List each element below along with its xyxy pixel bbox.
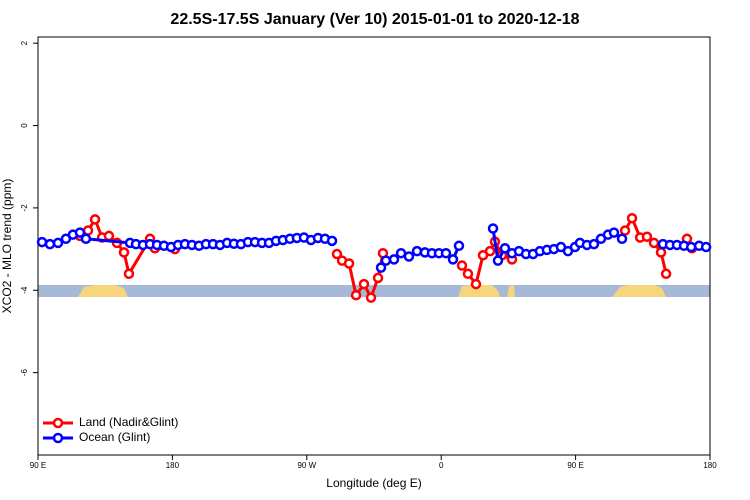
point [499, 243, 511, 254]
y-tick-label: -2 [20, 204, 29, 212]
point [440, 247, 452, 259]
point [700, 241, 712, 253]
point [487, 223, 499, 234]
y-tick-label: -6 [20, 369, 29, 377]
x-tick-label: 90 W [297, 461, 316, 470]
x-tick-label: 180 [703, 461, 717, 470]
point [462, 268, 474, 280]
point [588, 238, 600, 250]
point [123, 268, 135, 280]
point [80, 233, 92, 245]
point [655, 247, 667, 258]
point [648, 237, 660, 249]
point [403, 251, 415, 262]
point [82, 225, 94, 236]
point [492, 255, 504, 266]
point [608, 227, 620, 238]
x-tick-label: 90 E [567, 461, 583, 470]
point [456, 260, 468, 271]
point [626, 212, 638, 224]
point [616, 233, 628, 245]
point [447, 254, 459, 265]
x-axis-label: Longitude (deg E) [326, 476, 421, 490]
point [52, 237, 64, 249]
point [375, 262, 387, 273]
legend-label: Ocean (Glint) [79, 430, 150, 444]
point [343, 258, 355, 269]
point [660, 268, 672, 280]
point [350, 289, 362, 301]
point [484, 245, 496, 257]
point [411, 245, 423, 257]
legend-label: Land (Nadir&Glint) [79, 415, 178, 429]
x-tick-label: 0 [439, 461, 444, 470]
y-axis-label: XCO2 - MLO trend (ppm) [0, 179, 14, 314]
point [365, 292, 377, 303]
legend-marker [52, 417, 64, 429]
point [641, 231, 653, 242]
point [453, 240, 465, 252]
point [44, 238, 56, 250]
point [103, 230, 115, 242]
point [380, 255, 392, 266]
x-tick-label: 90 E [30, 461, 46, 470]
point [74, 227, 86, 238]
chart-title: 22.5S-17.5S January (Ver 10) 2015-01-01 … [170, 11, 579, 28]
point [331, 248, 343, 260]
point [470, 278, 482, 290]
y-tick-label: 2 [20, 40, 29, 45]
point [619, 225, 631, 236]
point [388, 254, 400, 265]
point [372, 272, 384, 284]
x-tick-label: 180 [166, 461, 180, 470]
point [685, 241, 697, 253]
point [89, 214, 101, 225]
y-tick-label: -4 [20, 286, 29, 294]
point [326, 235, 338, 247]
point [118, 247, 130, 258]
point [358, 278, 370, 290]
y-tick-label: 0 [20, 123, 29, 128]
legend-marker [52, 432, 64, 444]
